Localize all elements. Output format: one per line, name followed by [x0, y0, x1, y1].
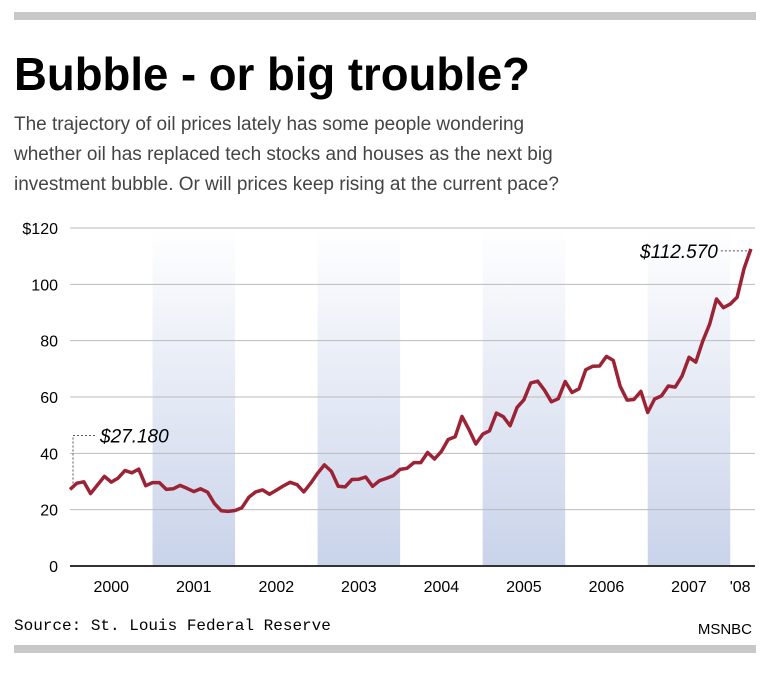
bottom-rule	[14, 645, 756, 653]
y-tick-label: 40	[40, 446, 58, 463]
y-tick-label: 0	[49, 559, 58, 576]
x-tick-label: 2004	[424, 579, 460, 596]
x-tick-label: 2001	[176, 579, 212, 596]
y-tick-label: 20	[40, 503, 58, 520]
y-tick-label: 60	[40, 390, 58, 407]
credit: MSNBC	[698, 621, 752, 638]
y-tick-label: 80	[40, 334, 58, 351]
annotation: $112.570	[639, 242, 718, 263]
chart-title: Bubble - or big trouble?	[14, 48, 530, 100]
x-tick-label: 2007	[671, 579, 707, 596]
subtitle: The trajectory of oil prices lately has …	[14, 114, 524, 135]
x-tick-label: '08	[730, 579, 751, 596]
source: Source: St. Louis Federal Reserve	[14, 617, 331, 635]
x-tick-label: 2003	[341, 579, 377, 596]
top-rule	[14, 12, 756, 20]
y-tick-label: 100	[31, 277, 58, 294]
leader	[72, 434, 95, 484]
subtitle: investment bubble. Or will prices keep r…	[14, 174, 559, 195]
x-tick-label: 2000	[93, 579, 129, 596]
y-tick-label: $120	[22, 221, 58, 238]
plot: 0 20 40 60 80 100 $120 2000 2001 2002 2003 2004 2005…	[22, 221, 755, 596]
x-tick-label: 2002	[259, 579, 295, 596]
annotation: $27.180	[99, 426, 169, 447]
x-tick-label: 2006	[589, 579, 625, 596]
subtitle: whether oil has replaced tech stocks and…	[13, 144, 553, 165]
line	[68, 248, 753, 514]
x-tick-label: 2005	[506, 579, 542, 596]
